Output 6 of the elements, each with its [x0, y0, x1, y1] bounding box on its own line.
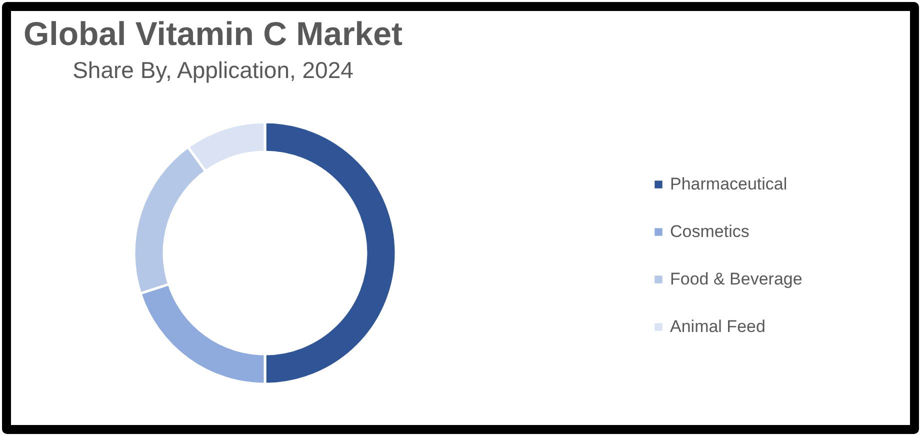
- legend-label: Pharmaceutical: [670, 174, 788, 194]
- legend-label: Cosmetics: [670, 222, 750, 241]
- legend-label: Animal Feed: [670, 317, 766, 336]
- chart-subtitle: Share By, Application, 2024: [72, 57, 354, 83]
- legend-label: Food & Beverage: [670, 270, 802, 288]
- chart-title: Global Vitamin C Market: [24, 15, 403, 52]
